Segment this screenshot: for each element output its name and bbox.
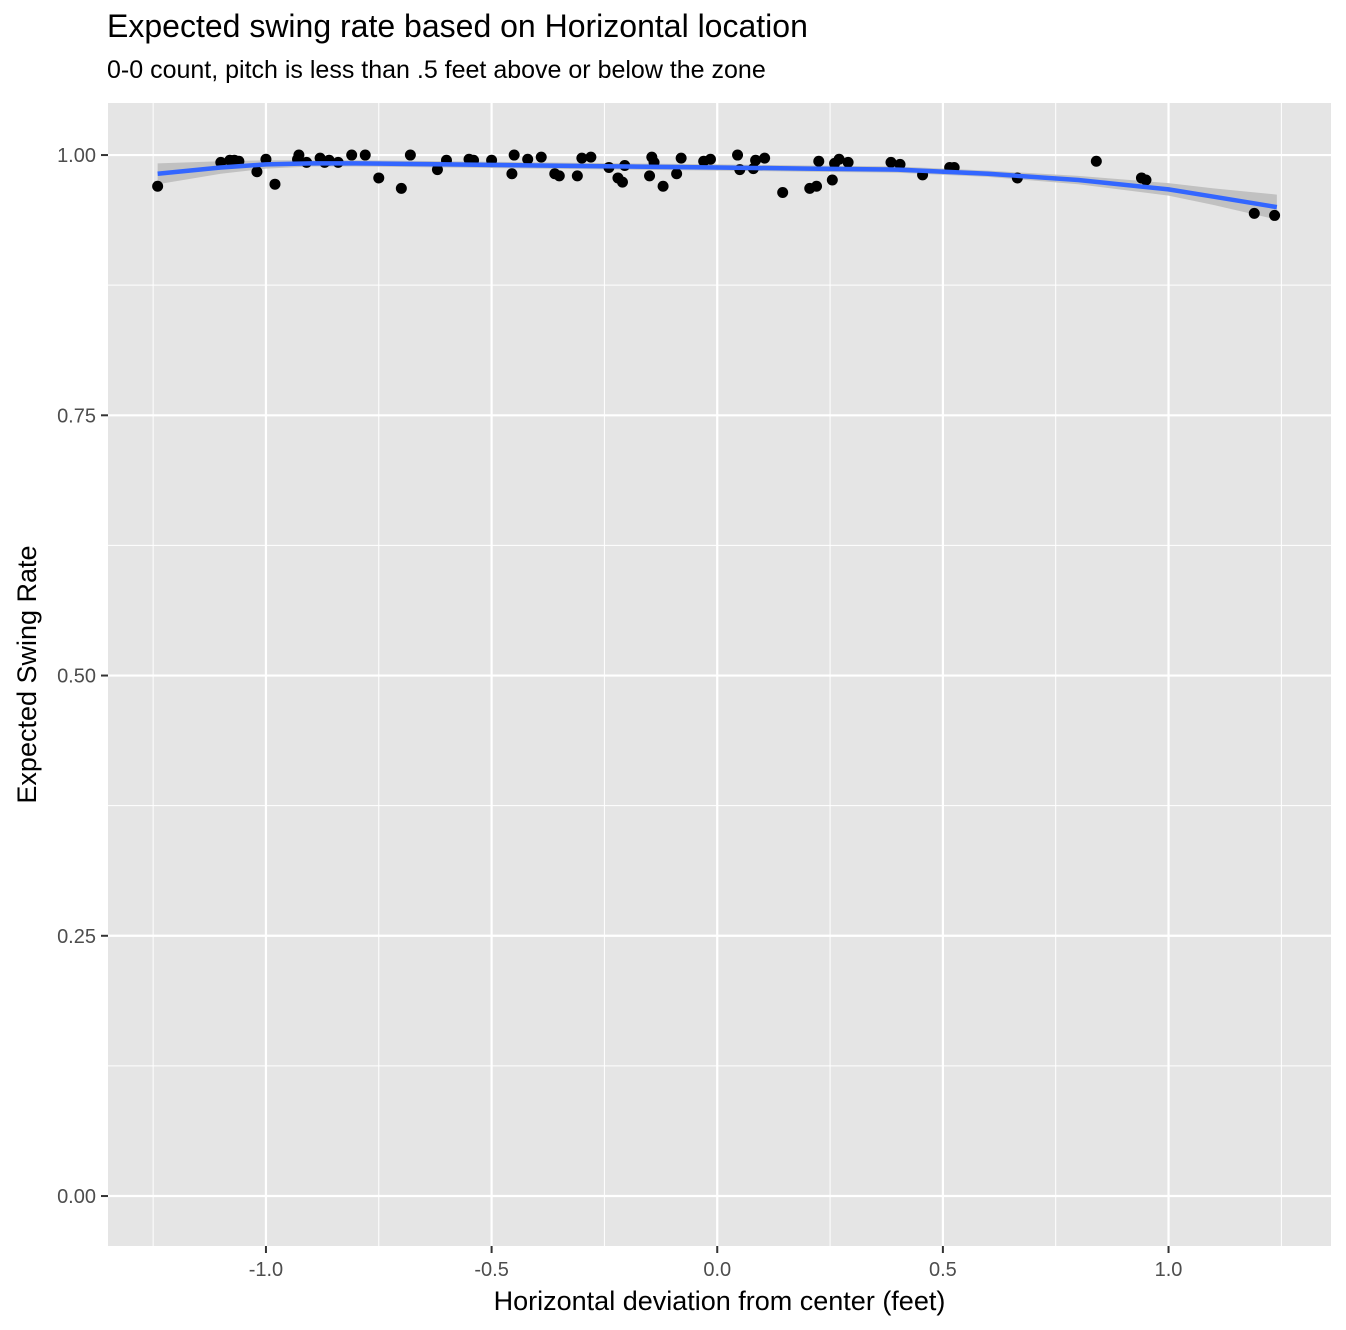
data-point xyxy=(616,176,628,188)
y-axis-title: Expected Swing Rate xyxy=(12,545,42,803)
data-point xyxy=(833,153,845,165)
data-points xyxy=(152,149,1281,221)
chart-subtitle: 0-0 count, pitch is less than .5 feet ab… xyxy=(107,56,766,84)
y-tick-label: 0.25 xyxy=(57,926,96,948)
data-point xyxy=(215,156,227,168)
y-tick-label: 0.75 xyxy=(57,405,96,427)
y-axis: 0.00 0.25 0.50 0.75 1.00 xyxy=(57,145,108,1208)
data-point xyxy=(431,164,443,176)
data-point xyxy=(671,168,683,180)
data-point xyxy=(508,149,520,161)
data-point xyxy=(750,154,762,166)
data-point xyxy=(811,180,823,192)
data-point xyxy=(777,187,789,199)
data-point xyxy=(813,155,825,167)
data-point xyxy=(1248,207,1260,219)
data-point xyxy=(885,156,897,168)
x-axis-title: Horizontal deviation from center (feet) xyxy=(494,1286,946,1316)
data-point xyxy=(826,174,838,186)
data-point xyxy=(293,149,305,161)
data-point xyxy=(373,172,385,184)
data-point xyxy=(657,180,669,192)
data-point xyxy=(704,153,716,165)
x-tick-label: -1.0 xyxy=(249,1259,283,1281)
data-point xyxy=(585,151,597,163)
data-point xyxy=(1090,155,1102,167)
major-grid xyxy=(108,103,1331,1246)
y-tick-label: 0.50 xyxy=(57,666,96,688)
data-point xyxy=(395,182,407,194)
data-point xyxy=(269,178,281,190)
y-tick-label: 0.00 xyxy=(57,1186,96,1208)
smooth-line xyxy=(157,161,1278,210)
x-axis: -1.0 -0.5 0.0 0.5 1.0 xyxy=(249,1246,1183,1281)
data-point xyxy=(404,149,416,161)
data-point xyxy=(346,149,358,161)
y-tick-label: 1.00 xyxy=(57,145,96,167)
data-point xyxy=(251,166,263,178)
x-tick-label: 1.0 xyxy=(1155,1259,1183,1281)
x-tick-label: -0.5 xyxy=(474,1259,508,1281)
data-point xyxy=(1140,174,1152,186)
x-tick-label: 0.0 xyxy=(703,1259,731,1281)
data-point xyxy=(359,149,371,161)
data-point xyxy=(1269,209,1281,221)
x-tick-label: 0.5 xyxy=(929,1259,957,1281)
data-point xyxy=(506,168,518,180)
data-point xyxy=(759,152,771,164)
data-point xyxy=(675,152,687,164)
data-point xyxy=(152,180,164,192)
data-point xyxy=(553,170,565,182)
chart-title: Expected swing rate based on Horizontal … xyxy=(107,8,808,44)
data-point xyxy=(894,158,906,170)
data-point xyxy=(842,156,854,168)
data-point xyxy=(644,170,656,182)
data-point xyxy=(522,153,534,165)
data-point xyxy=(260,153,272,165)
data-point xyxy=(576,152,588,164)
data-point xyxy=(571,170,583,182)
data-point xyxy=(732,149,744,161)
data-point xyxy=(535,151,547,163)
